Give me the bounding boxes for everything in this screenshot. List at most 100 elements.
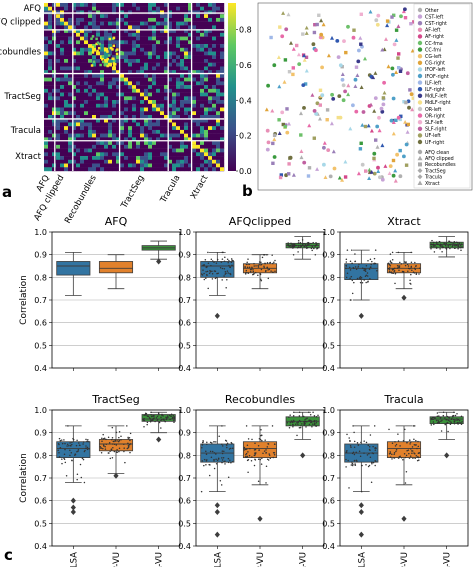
heatmap-cell (140, 85, 145, 90)
embedding-point (380, 109, 385, 114)
heatmap-cell (52, 126, 57, 131)
swarm-point (226, 279, 228, 281)
heatmap-diagonal-cell (48, 6, 52, 11)
heatmap-cell (44, 29, 49, 34)
swarm-point (211, 273, 214, 275)
heatmap-row-label: TractSeg (3, 92, 41, 102)
legend-tract-label: MdLF-left (425, 94, 447, 100)
heatmap-cell (148, 51, 153, 56)
heatmap-cell (168, 152, 173, 157)
swarm-point (222, 251, 224, 254)
heatmap-cell (168, 92, 173, 97)
heatmap-cell (200, 159, 205, 164)
swarm-point (258, 261, 261, 263)
heatmap-cell (164, 111, 169, 116)
swarm-point (229, 266, 231, 268)
heatmap-cell (48, 29, 53, 34)
y-tick-label: 0.5 (34, 519, 47, 528)
embedding-point (291, 47, 296, 51)
heatmap-cell (84, 47, 89, 52)
heatmap-cell (208, 21, 213, 26)
heatmap-cell (52, 40, 57, 45)
swarm-point (230, 261, 233, 263)
heatmap-cell (108, 70, 113, 75)
heatmap-cell (148, 115, 153, 119)
swarm-point (204, 258, 207, 261)
swarm-point (399, 261, 401, 264)
swarm-point (345, 466, 347, 468)
swarm-point (203, 272, 205, 275)
heatmap-cell (128, 103, 133, 108)
heatmap-cell (156, 77, 161, 82)
heatmap-cell (124, 88, 129, 93)
heatmap-cell (68, 66, 73, 71)
embedding-point (320, 93, 325, 98)
heatmap-diagonal-cell (140, 92, 144, 97)
heatmap-cell (124, 103, 129, 108)
heatmap-cell (48, 107, 53, 112)
embedding-point (343, 159, 348, 164)
heatmap-cell (72, 6, 77, 11)
heatmap-cell (128, 111, 133, 116)
heatmap-cell (196, 32, 201, 37)
embedding-point (375, 144, 380, 149)
heatmap-cell (196, 47, 201, 52)
heatmap-cell (200, 36, 205, 41)
heatmap-cell (68, 167, 73, 172)
heatmap-cell (60, 115, 65, 119)
heatmap-cell (164, 118, 169, 123)
heatmap-cell (188, 100, 193, 104)
heatmap-cell (88, 122, 93, 127)
swarm-point (69, 449, 71, 452)
swarm-point (245, 269, 248, 272)
heatmap-cell (216, 81, 221, 86)
heatmap-cell (180, 47, 185, 52)
heatmap-cell (128, 21, 133, 26)
heatmap-cell (100, 73, 105, 78)
heatmap-cell (188, 29, 193, 34)
legend-tract-label: Other (425, 8, 439, 14)
heatmap-cell (196, 55, 201, 60)
embedding-point (296, 52, 301, 57)
heatmap-cell (84, 126, 89, 131)
heatmap-cell (196, 141, 201, 146)
heatmap-cell (48, 159, 53, 164)
heatmap-cell (152, 141, 157, 146)
heatmap-cell (52, 85, 57, 90)
heatmap-cell (52, 96, 57, 101)
heatmap-cell (200, 126, 205, 131)
swarm-point (290, 420, 293, 422)
heatmap-cell (128, 159, 133, 164)
heatmap-cell (52, 103, 57, 108)
swarm-point (220, 261, 223, 263)
heatmap-cell (208, 152, 213, 157)
heatmap-cell (160, 85, 165, 90)
swarm-point (354, 464, 356, 466)
heatmap-cell (212, 40, 217, 45)
outlier-marker (358, 509, 364, 515)
heatmap-cell (216, 29, 221, 34)
heatmap-cell (148, 103, 153, 108)
heatmap-cell (56, 88, 61, 93)
swarm-point (444, 417, 446, 419)
heatmap-cell (84, 92, 89, 97)
swarm-point (301, 243, 304, 245)
heatmap-cell (104, 81, 109, 86)
heatmap-cell (204, 133, 209, 138)
swarm-point (163, 419, 165, 422)
swarm-point (103, 437, 106, 439)
swarm-point (461, 421, 463, 423)
heatmap-cell (80, 111, 85, 116)
heatmap-cell (140, 167, 145, 172)
swarm-point (110, 448, 113, 450)
heatmap-cell (48, 36, 53, 41)
swarm-point (83, 481, 86, 484)
heatmap-cell (80, 163, 85, 168)
heatmap-cell (168, 163, 173, 168)
colorbar-tick-label: 0.2 (239, 132, 252, 141)
heatmap-cell (132, 25, 137, 30)
heatmap-cell (204, 148, 209, 153)
swarm-point (228, 264, 230, 267)
heatmap-cell (152, 137, 157, 142)
embedding-point (409, 92, 414, 97)
